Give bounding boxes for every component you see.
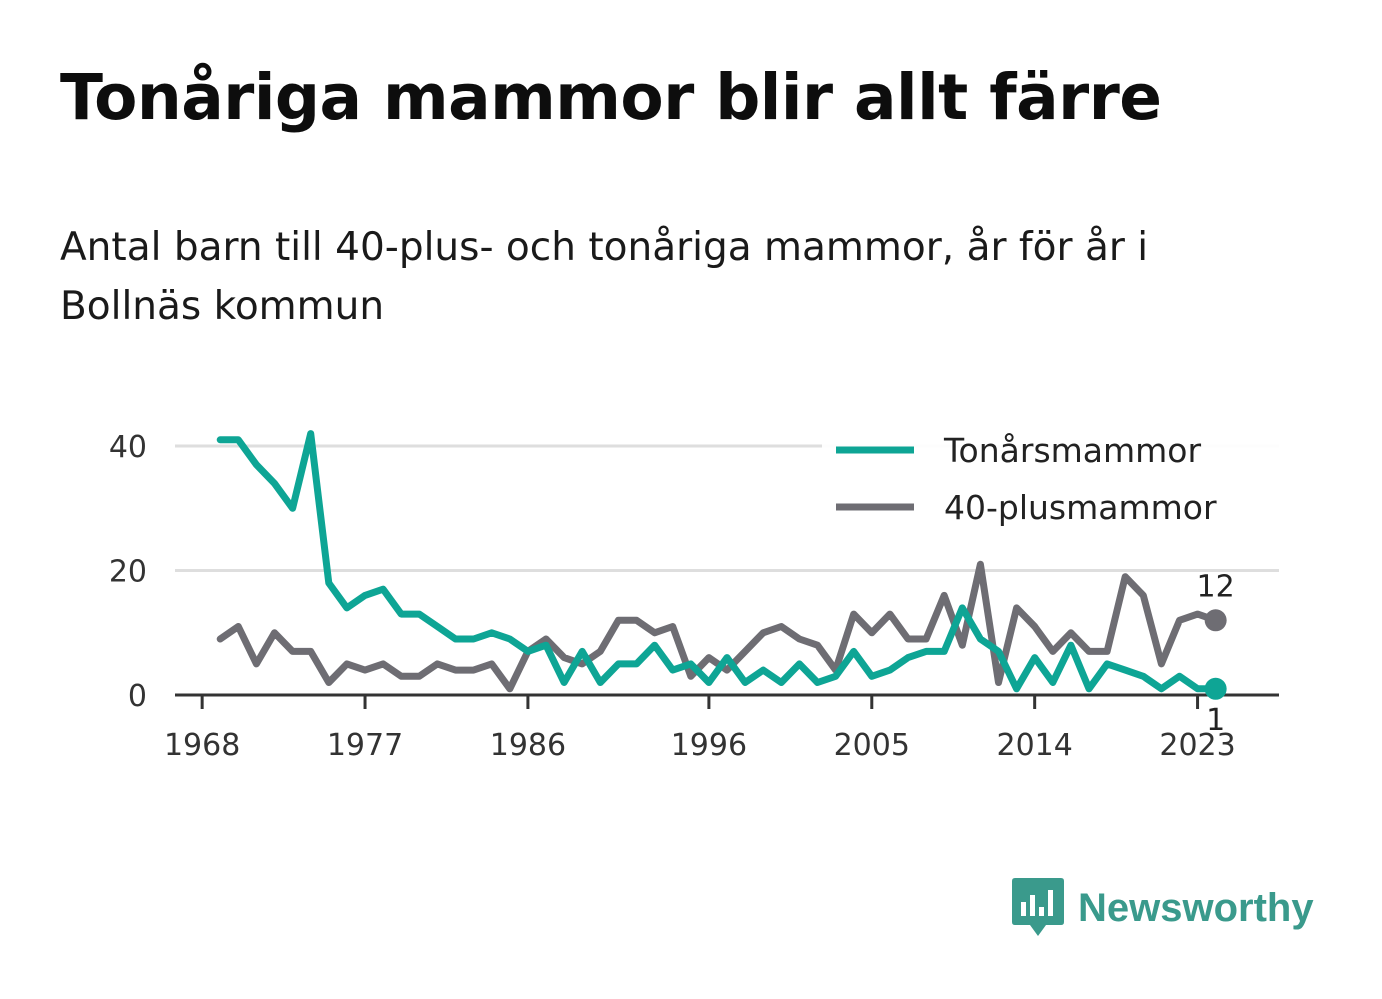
end-label-tonarsmammor: 1 [1206,703,1225,738]
end-point-tonarsmammor [1204,677,1227,700]
x-tick-label-1986: 1986 [490,728,566,763]
newsworthy-logo: Newsworthy [1012,878,1314,938]
chart-title: Tonåriga mammor blir allt färre [60,61,1162,134]
x-tick-label-2014: 2014 [996,728,1072,763]
x-tick-label-1968: 1968 [164,728,240,763]
brand-name: Newsworthy [1078,885,1314,930]
y-tick-label-20: 20 [109,555,147,590]
end-label-40-plusmammor: 12 [1197,569,1235,604]
x-tick-label-1996: 1996 [671,728,747,763]
end-point-40-plusmammor [1204,609,1227,632]
x-tick-label-2023: 2023 [1159,728,1235,763]
x-tick-label-1977: 1977 [327,728,403,763]
newsworthy-logo-icon [1012,878,1064,936]
chart-subtitle: Antal barn till 40-plus- och tonåriga ma… [60,225,1149,329]
series-line-tonarsmammor [216,430,1220,693]
series-lines: 1 12 [216,430,1235,738]
y-tick-label-0: 0 [128,679,147,714]
legend-label-tonarsmammor: Tonårsmammor [943,431,1201,470]
legend-label-40-plusmammor: 40-plusmammor [944,488,1217,527]
legend-background [822,424,1284,544]
legend: Tonårsmammor 40-plusmammor [822,424,1284,544]
x-axis: 1968 1977 1986 1996 2005 2014 2023 [164,693,1279,763]
x-tick-label-2005: 2005 [834,728,910,763]
y-tick-label-40: 40 [109,430,147,465]
y-axis-ticks: 0 20 40 [109,430,147,714]
series-line-40-plusmammor [216,560,1220,693]
